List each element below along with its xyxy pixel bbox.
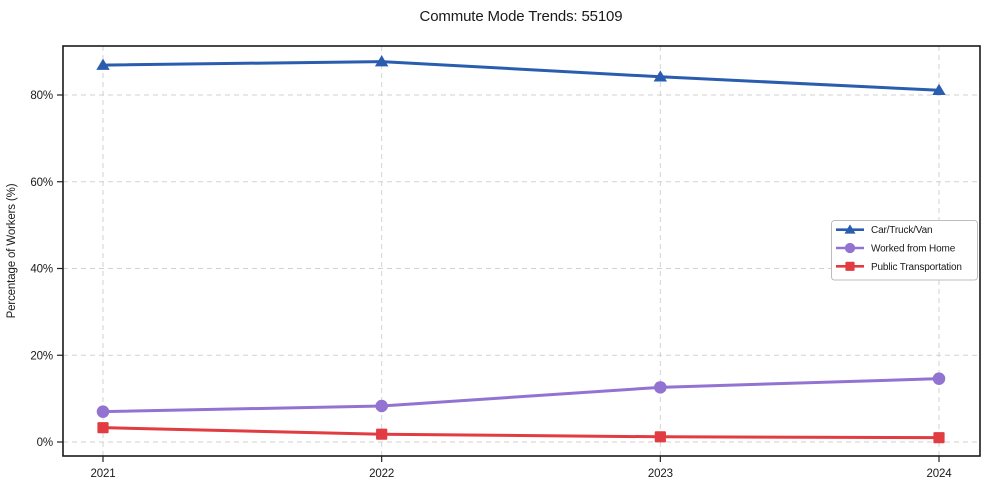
series-line-worked-from-home — [101, 377, 941, 414]
y-tick-label: 60% — [30, 177, 53, 189]
chart-title: Commute Mode Trends: 55109 — [420, 8, 623, 25]
series-car-truck-van — [96, 55, 946, 95]
data-point-marker-square — [376, 428, 388, 440]
data-point-marker-triangle — [96, 58, 110, 70]
y-tick-label: 0% — [37, 437, 53, 449]
y-tick-label: 80% — [30, 90, 53, 102]
y-tick-label: 20% — [30, 350, 53, 362]
data-point-marker-triangle — [653, 70, 668, 82]
legend-entry-car-truck-van: Car/Truck/Van — [836, 224, 933, 236]
data-point-marker-triangle — [844, 224, 856, 234]
y-axis-label: Percentage of Workers (%) — [6, 183, 18, 318]
data-point-marker-triangle — [932, 83, 946, 95]
data-point-marker-circle — [844, 242, 856, 254]
series-line-public-transportation — [101, 426, 941, 440]
legend-entry-worked-from-home: Worked from Home — [836, 242, 956, 255]
y-tick-label: 40% — [30, 264, 53, 276]
data-point-marker-circle — [96, 405, 110, 418]
data-point-marker-square — [654, 431, 666, 443]
data-point-marker-square — [97, 422, 109, 434]
x-tick-label: 2022 — [369, 468, 394, 480]
series-public-transportation — [97, 422, 945, 444]
data-point-marker-circle — [654, 381, 667, 394]
series-lines — [96, 55, 946, 444]
x-tick-label: 2023 — [648, 468, 673, 480]
data-point-marker-square — [845, 261, 855, 271]
legend-label: Car/Truck/Van — [871, 225, 932, 236]
series-line-car-truck-van — [101, 60, 941, 92]
data-point-marker-square — [933, 432, 945, 444]
plot-border — [62, 45, 981, 457]
x-tick-label: 2024 — [927, 468, 953, 480]
legend-label: Worked from Home — [871, 244, 956, 255]
data-point-marker-triangle — [374, 55, 389, 67]
x-tick-label: 2021 — [91, 468, 116, 480]
axis-ticks-and-labels: 0% 20% 40% 60% 80% 2021 2022 2023 2024 — [30, 90, 952, 480]
legend: Car/Truck/Van Worked from Home Public Tran… — [831, 220, 978, 281]
legend-label: Public Transportation — [871, 262, 962, 273]
legend-entry-public-transportation: Public Transportation — [836, 261, 962, 273]
series-worked-from-home — [96, 372, 946, 418]
data-point-marker-circle — [375, 399, 388, 413]
legend-box — [831, 220, 978, 281]
data-point-marker-circle — [932, 372, 946, 385]
